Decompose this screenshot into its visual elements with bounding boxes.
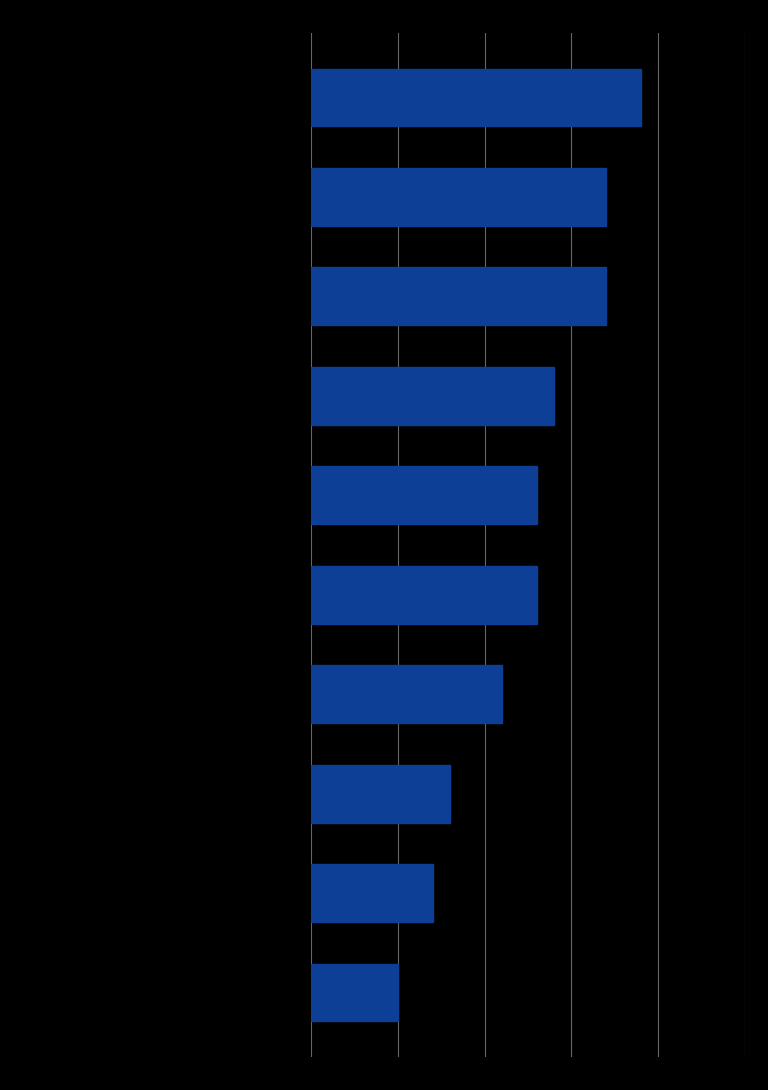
Bar (311, 168, 606, 226)
Bar (311, 267, 606, 325)
Bar (311, 864, 432, 922)
Bar (311, 765, 450, 823)
Bar (311, 467, 537, 524)
Bar (311, 367, 554, 425)
Bar (311, 665, 502, 723)
Bar (311, 69, 641, 126)
Bar (311, 566, 537, 623)
Bar (311, 964, 398, 1021)
